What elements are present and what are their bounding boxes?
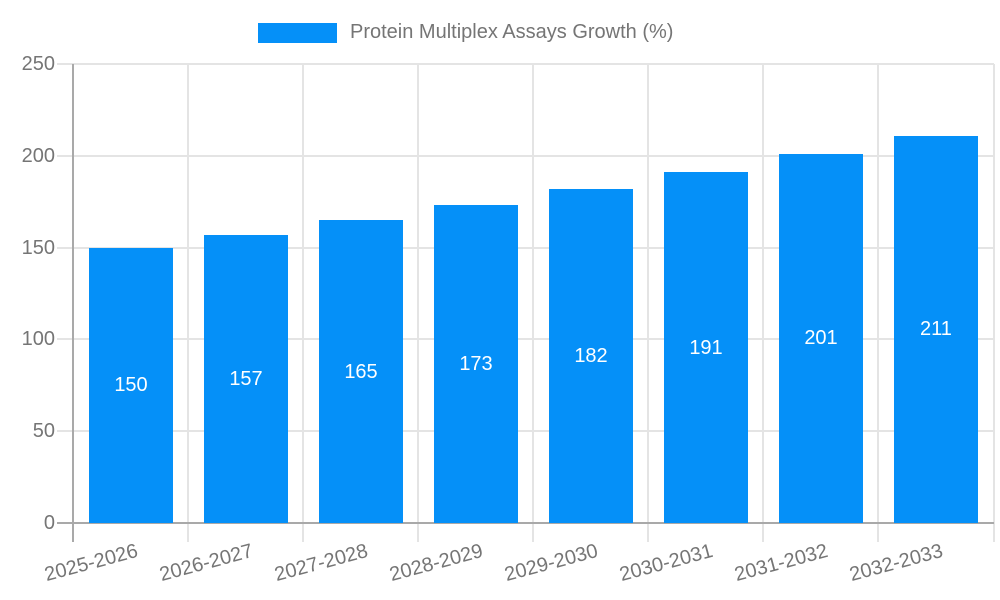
bar-value-label: 150 — [114, 374, 148, 396]
v-gridline — [187, 64, 189, 542]
x-tick-label: 2027-2028 — [272, 540, 371, 587]
bar-value-label: 191 — [689, 337, 723, 359]
v-gridline — [647, 64, 649, 542]
bar[interactable] — [319, 220, 403, 523]
y-tick-label: 0 — [43, 512, 55, 534]
h-gridline — [57, 338, 994, 340]
y-axis-line — [72, 64, 74, 542]
bar[interactable] — [549, 189, 633, 523]
v-gridline — [993, 64, 995, 542]
bar[interactable] — [434, 205, 518, 523]
bar-value-label: 173 — [459, 353, 493, 375]
h-gridline — [57, 430, 994, 432]
y-tick-label: 200 — [21, 145, 55, 167]
x-tick-label: 2026-2027 — [157, 540, 256, 587]
x-tick-label: 2028-2029 — [387, 540, 486, 587]
x-tick-label: 2032-2033 — [847, 540, 946, 587]
y-tick-label: 100 — [21, 328, 55, 350]
v-gridline — [762, 64, 764, 542]
x-tick-label: 2031-2032 — [732, 540, 831, 587]
legend-label[interactable]: Protein Multiplex Assays Growth (%) — [350, 21, 674, 43]
x-tick-label: 2030-2031 — [617, 540, 716, 587]
legend[interactable]: Protein Multiplex Assays Growth (%) — [258, 21, 673, 44]
h-gridline — [57, 247, 994, 249]
y-tick-label: 50 — [32, 420, 55, 442]
bar[interactable] — [89, 248, 173, 523]
bar-value-label: 211 — [920, 318, 952, 340]
y-tick-label: 250 — [21, 53, 55, 75]
bar[interactable] — [894, 136, 978, 523]
x-axis-line — [57, 522, 994, 524]
h-gridline — [57, 63, 994, 65]
v-gridline — [532, 64, 534, 542]
bar[interactable] — [204, 235, 288, 523]
h-gridline — [57, 155, 994, 157]
bar-value-label: 157 — [229, 368, 263, 390]
legend-swatch[interactable] — [258, 22, 337, 43]
bar-value-label: 165 — [344, 361, 378, 383]
v-gridline — [302, 64, 304, 542]
v-gridline — [877, 64, 879, 542]
bar-value-label: 182 — [574, 345, 608, 367]
bar[interactable] — [664, 172, 748, 523]
bar[interactable] — [779, 154, 863, 523]
x-tick-label: 2025-2026 — [42, 540, 141, 587]
x-tick-label: 2029-2030 — [502, 540, 601, 587]
v-gridline — [417, 64, 419, 542]
y-tick-label: 150 — [21, 237, 55, 259]
bar-value-label: 201 — [804, 327, 838, 349]
